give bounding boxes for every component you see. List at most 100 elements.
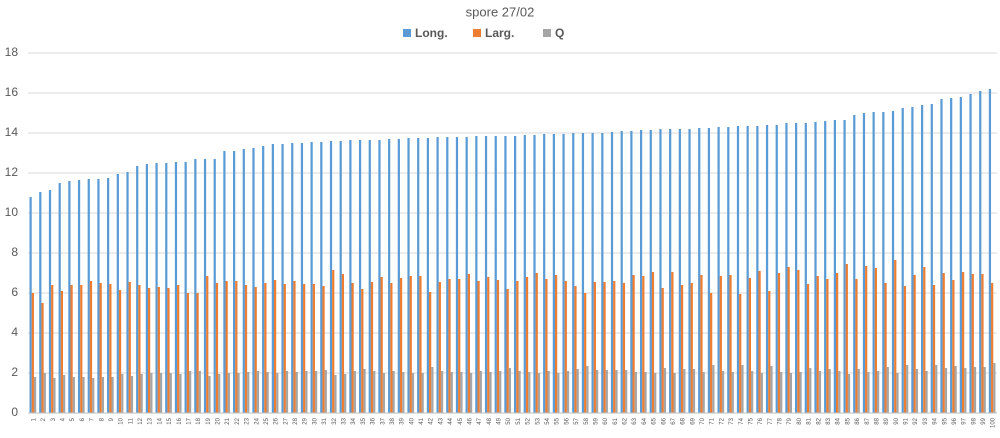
- bar: [487, 277, 490, 413]
- x-tick-label: 26: [274, 417, 280, 424]
- bar: [537, 373, 541, 413]
- bar: [620, 131, 623, 413]
- x-tick-label: 79: [787, 417, 793, 424]
- bar: [814, 122, 817, 413]
- bar: [915, 369, 918, 413]
- bar: [174, 162, 178, 413]
- bar: [312, 284, 315, 413]
- bar: [639, 130, 643, 413]
- bar: [741, 365, 744, 413]
- bar: [935, 365, 938, 413]
- x-tick-label: 5: [70, 417, 76, 421]
- x-tick-label: 76: [758, 417, 764, 424]
- bar: [717, 127, 720, 413]
- bar: [634, 372, 637, 413]
- bar: [242, 149, 245, 413]
- bar: [118, 290, 122, 413]
- bar: [121, 374, 124, 413]
- bar: [244, 285, 248, 413]
- bar: [751, 371, 754, 413]
- bar: [235, 281, 238, 413]
- x-tick-label: 37: [380, 417, 386, 424]
- bar: [177, 285, 180, 413]
- bar: [876, 371, 880, 413]
- x-tick-label: 86: [855, 417, 861, 424]
- x-tick-label: 1: [31, 417, 37, 421]
- bar: [198, 371, 201, 413]
- x-tick-label: 65: [652, 417, 658, 424]
- x-tick-label: 12: [138, 417, 144, 424]
- bar: [116, 174, 119, 413]
- bar: [186, 293, 189, 413]
- bar: [535, 273, 538, 413]
- bar: [857, 369, 860, 413]
- x-tick-label: 67: [671, 417, 677, 424]
- bar: [671, 272, 674, 413]
- bar: [63, 375, 66, 413]
- bar: [237, 373, 240, 413]
- bar: [446, 137, 449, 413]
- bar: [382, 373, 386, 413]
- bar: [940, 99, 943, 413]
- bar: [140, 374, 143, 413]
- x-tick-label: 39: [400, 417, 406, 424]
- bar: [499, 371, 502, 413]
- bar: [58, 183, 61, 413]
- bar: [203, 159, 207, 413]
- bar: [768, 291, 771, 413]
- x-tick-label: 16: [177, 417, 183, 424]
- x-tick-label: 35: [361, 417, 367, 424]
- bar: [533, 135, 536, 413]
- x-tick-label: 6: [80, 417, 86, 421]
- bar: [727, 127, 730, 413]
- bar: [886, 367, 889, 413]
- bar: [99, 283, 102, 413]
- bar: [305, 371, 308, 413]
- bar: [785, 123, 788, 413]
- bar: [506, 289, 509, 413]
- x-tick-label: 30: [312, 417, 318, 424]
- x-tick-label: 70: [700, 417, 706, 424]
- bar: [765, 125, 769, 413]
- bar: [159, 373, 163, 413]
- bar: [683, 369, 686, 413]
- bar: [150, 373, 153, 413]
- bar: [225, 281, 228, 413]
- x-tick-label: 3: [51, 417, 57, 421]
- bar: [53, 378, 56, 413]
- x-tick-label: 13: [148, 417, 154, 424]
- bar: [806, 284, 810, 413]
- bar: [523, 135, 526, 413]
- bar: [358, 140, 362, 413]
- bar: [213, 159, 216, 413]
- bar: [719, 276, 722, 413]
- bar: [276, 373, 279, 413]
- bar: [109, 284, 112, 413]
- bar: [489, 372, 492, 413]
- bar: [397, 139, 400, 413]
- bar: [148, 288, 151, 413]
- bar: [324, 370, 327, 413]
- bar: [247, 372, 250, 413]
- bar: [349, 140, 352, 413]
- bar: [266, 372, 269, 413]
- bar: [293, 281, 296, 413]
- y-tick-label: 18: [5, 45, 19, 59]
- x-tick-label: 90: [894, 417, 900, 424]
- x-tick-label: 60: [603, 417, 609, 424]
- bar: [593, 282, 596, 413]
- bar: [964, 368, 967, 413]
- bar: [591, 133, 594, 413]
- bar: [862, 113, 866, 413]
- x-tick-label: 63: [632, 417, 638, 424]
- x-tick-label: 88: [874, 417, 880, 424]
- x-tick-label: 44: [448, 417, 454, 424]
- bar: [758, 271, 761, 413]
- x-tick-label: 87: [865, 417, 871, 424]
- bar: [77, 180, 81, 413]
- bar: [554, 275, 558, 413]
- bar: [264, 283, 267, 413]
- bar: [70, 285, 73, 413]
- y-tick-label: 4: [11, 325, 18, 339]
- bar: [787, 267, 790, 413]
